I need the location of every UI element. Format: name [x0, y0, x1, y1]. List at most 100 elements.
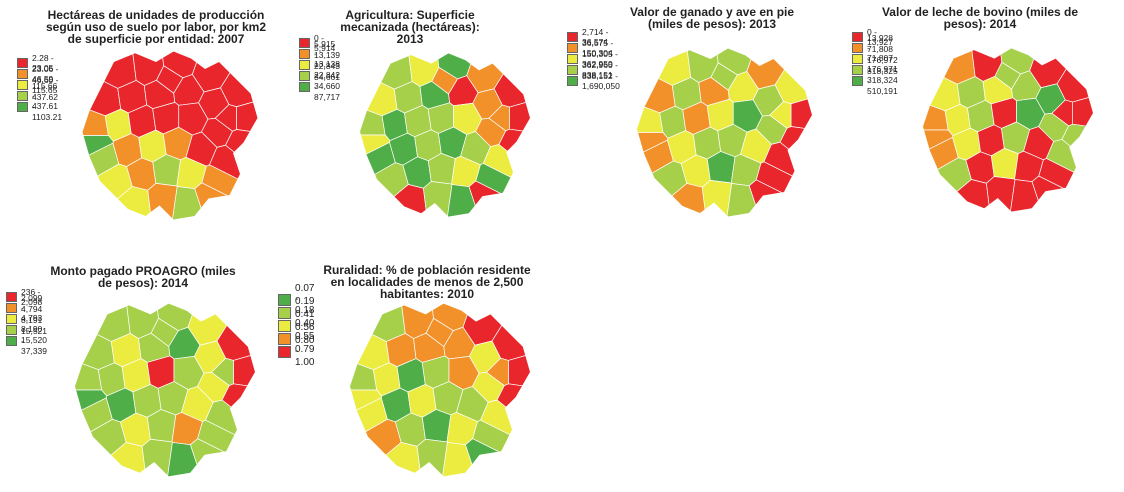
- legend-item: 2,714 - 36,574: [567, 27, 620, 47]
- legend-item: 0.56 - 0.79: [278, 322, 314, 355]
- legend-label: 13,928 - 71,807: [867, 32, 893, 63]
- map-title: Monto pagado PROAGRO (miles de pesos): 2…: [50, 264, 236, 290]
- legend-label: 362,960 - 838,151: [582, 59, 618, 80]
- legend-swatch: [852, 42, 863, 53]
- legend-swatch: [852, 75, 863, 86]
- legend-swatch: [17, 90, 28, 101]
- legend-item: 115.66 - 437.61: [17, 81, 62, 111]
- municipality-region: [151, 318, 178, 346]
- legend-swatch: [6, 324, 17, 335]
- legend-swatch: [6, 313, 17, 324]
- legend-label: 318,325 - 510,191: [867, 65, 898, 96]
- legend-swatch: [299, 48, 310, 59]
- municipality-region: [417, 439, 447, 477]
- legend-swatch: [852, 31, 863, 42]
- choropleth-map: [360, 53, 530, 217]
- legend-label: 0 - 5,914: [314, 32, 336, 53]
- legend-item: 838,152 - 1,690,050: [567, 71, 620, 91]
- municipality-region: [350, 303, 405, 341]
- choropleth-map: [637, 48, 812, 217]
- municipality-region: [148, 183, 177, 220]
- choropleth-map: [75, 303, 255, 477]
- map-legend: 0 - 13,927 13,928 - 71,807 71,808 - 176,…: [852, 27, 898, 96]
- map-legend: 0.07 - 0.18 0.19 - 0.40 0.41 - 0.55 0.56…: [278, 283, 314, 368]
- legend-swatch: [278, 319, 291, 332]
- legend-label: 115.66 - 437.61: [32, 80, 58, 111]
- legend-label: 0.07 - 0.18: [295, 283, 315, 316]
- legend-swatch: [278, 332, 291, 345]
- legend-item: 71,808 - 176,971: [852, 44, 898, 74]
- legend-label: 236 - 2,098: [21, 286, 43, 307]
- legend-swatch: [278, 345, 291, 358]
- legend-swatch: [17, 79, 28, 90]
- legend-item: 4,794 - 8,190: [6, 304, 47, 334]
- legend-item: 13,139 - 22,842: [299, 50, 340, 80]
- municipality-region: [770, 102, 791, 129]
- legend-item: 150,305 - 362,959: [567, 49, 620, 69]
- municipality-region: [487, 358, 509, 385]
- legend-label: 4,794 - 8,190: [21, 303, 43, 334]
- legend-item: 15,521 - 37,339: [6, 326, 47, 356]
- legend-item: 437.62 - 1103.21: [17, 92, 62, 122]
- map-title: Ruralidad: % de población residente en l…: [323, 263, 531, 301]
- legend-label: 150,305 - 362,959: [582, 48, 618, 69]
- municipality-region: [432, 67, 458, 94]
- municipality-region: [923, 48, 976, 85]
- legend-swatch: [567, 42, 578, 53]
- legend-item: 0 - 5,914: [299, 33, 340, 53]
- legend-label: 71,808 - 176,971: [867, 43, 898, 74]
- legend-item: 0.80 - 1.00: [278, 335, 314, 368]
- legend-item: 318,325 - 510,191: [852, 66, 898, 96]
- legend-swatch: [567, 31, 578, 42]
- legend-swatch: [567, 75, 578, 86]
- map-legend: 2,714 - 36,574 36,575 - 150,304 150,305 …: [567, 27, 620, 91]
- legend-swatch: [6, 335, 17, 346]
- municipality-region: [637, 48, 691, 86]
- map-title: Valor de ganado y ave en pie (miles de p…: [629, 5, 795, 31]
- map-legend: 2.28 - 23.05 23.06 - 46.59 46.60 - 115.6…: [17, 53, 62, 122]
- choropleth-map: [82, 51, 258, 220]
- legend-label: 2,714 - 36,574: [582, 26, 609, 47]
- legend-swatch: [299, 81, 310, 92]
- municipality-region: [995, 62, 1021, 89]
- legend-item: 22,843 - 34,660: [299, 61, 340, 91]
- municipality-region: [215, 105, 236, 132]
- legend-swatch: [852, 64, 863, 75]
- legend-label: 0.56 - 0.79: [295, 322, 315, 355]
- municipality-region: [711, 63, 737, 90]
- municipality-region: [212, 358, 234, 385]
- municipality-region: [82, 51, 136, 89]
- legend-item: 2,099 - 4,793: [6, 293, 47, 323]
- legend-label: 0.80 - 1.00: [295, 335, 315, 368]
- legend-label: 46.60 - 115.65: [32, 74, 59, 95]
- legend-item: 46.60 - 115.65: [17, 75, 62, 95]
- choropleth-map: [923, 48, 1093, 212]
- legend-item: 0.07 - 0.18: [278, 283, 314, 316]
- municipality-region: [360, 53, 413, 90]
- legend-label: 5,915 - 13,138: [314, 38, 340, 69]
- choropleth-map: [350, 303, 530, 477]
- legend-swatch: [17, 57, 28, 68]
- legend-label: 0 - 13,927: [867, 26, 893, 47]
- legend-label: 23.06 - 46.59: [32, 63, 59, 84]
- legend-swatch: [567, 64, 578, 75]
- legend-item: 176,972 - 318,324: [852, 55, 898, 85]
- map-legend: 236 - 2,098 2,099 - 4,793 4,794 - 8,190 …: [6, 287, 47, 356]
- legend-item: 5,915 - 13,138: [299, 39, 340, 69]
- legend-label: 2.28 - 23.05: [32, 52, 54, 73]
- legend-label: 437.62 - 1103.21: [32, 91, 63, 122]
- legend-label: 13,139 - 22,842: [314, 49, 340, 80]
- map-legend: 0 - 5,914 5,915 - 13,138 13,139 - 22,842…: [299, 33, 340, 102]
- legend-item: 236 - 2,098: [6, 287, 47, 307]
- legend-item: 8,191 - 15,520: [6, 315, 47, 345]
- legend-item: 362,960 - 838,151: [567, 60, 620, 80]
- legend-item: 0.19 - 0.40: [278, 296, 314, 329]
- legend-label: 0.19 - 0.40: [295, 296, 315, 329]
- municipality-region: [156, 66, 182, 93]
- legend-swatch: [852, 53, 863, 64]
- municipality-region: [489, 105, 510, 131]
- municipality-region: [1052, 100, 1073, 126]
- municipality-region: [423, 182, 452, 217]
- legend-item: 2.28 - 23.05: [17, 53, 62, 73]
- legend-label: 34,661 - 87,717: [314, 71, 340, 102]
